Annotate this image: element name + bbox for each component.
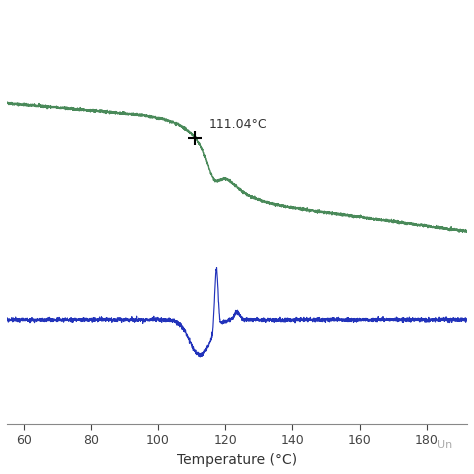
Text: Un: Un (438, 440, 453, 450)
X-axis label: Temperature (°C): Temperature (°C) (177, 453, 297, 467)
Text: 111.04°C: 111.04°C (209, 118, 267, 131)
